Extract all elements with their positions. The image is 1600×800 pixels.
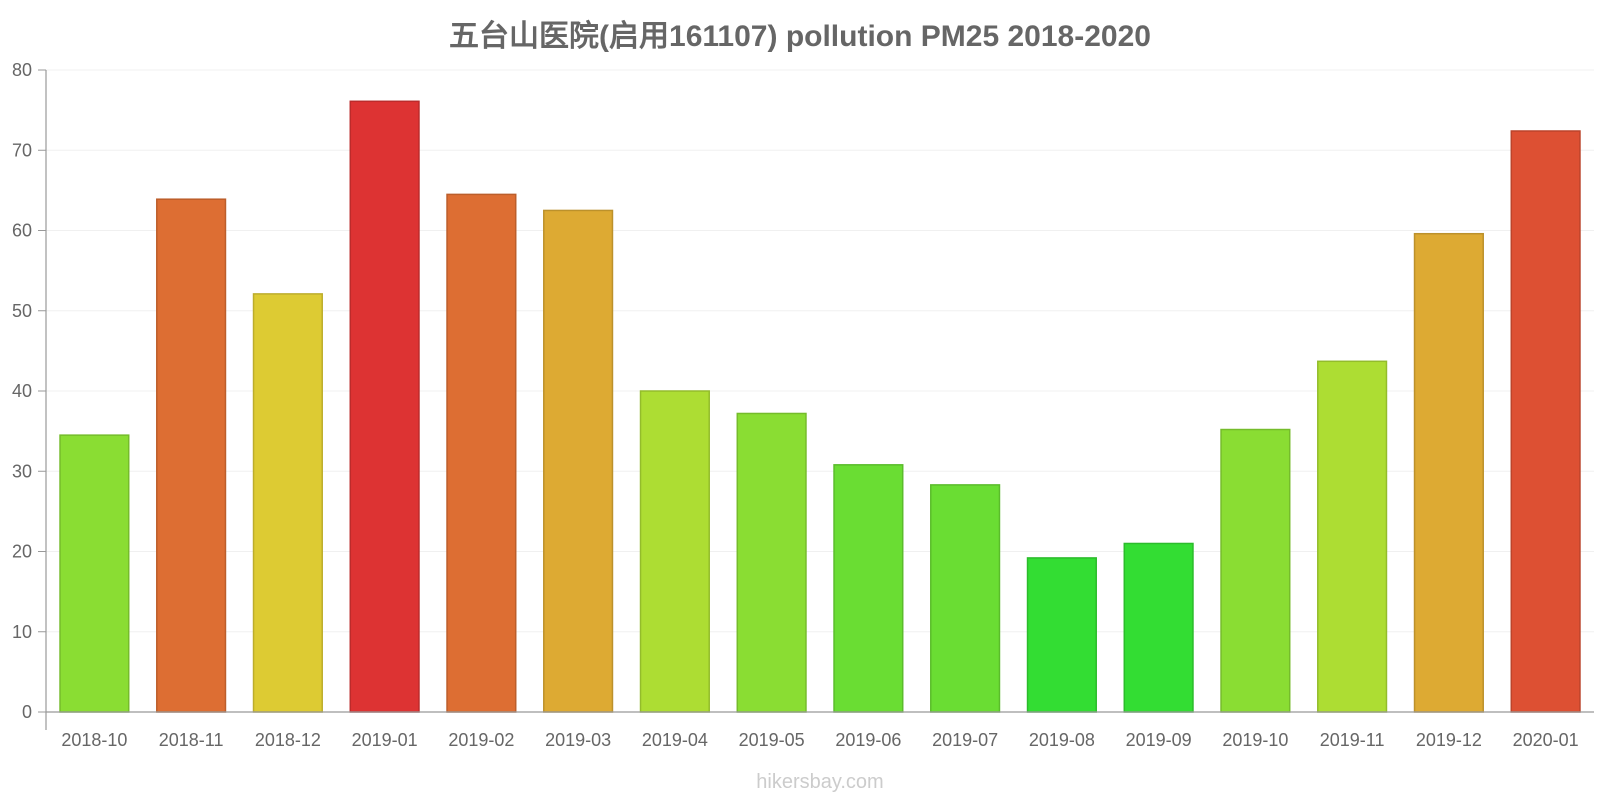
y-tick-label-60: 60: [12, 221, 32, 241]
bar-2019-12[interactable]: [1413, 232, 1484, 713]
y-tick-label-20: 20: [12, 542, 32, 562]
bar-2019-07[interactable]: [930, 484, 1001, 713]
x-tick-label-2018-12: 2018-12: [255, 730, 321, 750]
bar-2019-11[interactable]: [1317, 360, 1388, 713]
bar-2019-08[interactable]: [1026, 557, 1097, 713]
bar-2019-09[interactable]: [1123, 542, 1194, 713]
x-tick-label-2019-04: 2019-04: [642, 730, 708, 750]
y-tick-label-80: 80: [12, 60, 32, 80]
x-tick-labels: 2018-10 2018-11 2018-12 2019-01 2019-02 2019-…: [61, 730, 1578, 750]
bar-2019-04[interactable]: [639, 390, 710, 713]
bar-2018-10[interactable]: [59, 434, 130, 713]
y-tick-label-40: 40: [12, 381, 32, 401]
y-tick-label-10: 10: [12, 622, 32, 642]
bar-2018-11[interactable]: [156, 198, 227, 713]
x-tick-label-2019-05: 2019-05: [739, 730, 805, 750]
x-tick-label-2019-12: 2019-12: [1416, 730, 1482, 750]
bar-2019-02[interactable]: [446, 193, 517, 713]
bar-2020-01[interactable]: [1510, 130, 1581, 713]
y-tick-label-70: 70: [12, 140, 32, 160]
y-tick-label-30: 30: [12, 461, 32, 481]
watermark: hikersbay.com: [756, 771, 883, 793]
bar-2019-03[interactable]: [543, 209, 614, 713]
bar-2019-01[interactable]: [349, 100, 420, 713]
bar-2019-05[interactable]: [736, 412, 807, 713]
y-tick-label-50: 50: [12, 301, 32, 321]
x-tick-label-2019-06: 2019-06: [835, 730, 901, 750]
y-tick-label-0: 0: [22, 702, 32, 722]
bar-2018-12[interactable]: [252, 293, 323, 713]
x-tick-label-2019-10: 2019-10: [1222, 730, 1288, 750]
bar-2019-06[interactable]: [833, 464, 904, 713]
x-tick-label-2019-02: 2019-02: [448, 730, 514, 750]
x-tick-label-2019-01: 2019-01: [352, 730, 418, 750]
x-tick-label-2019-09: 2019-09: [1126, 730, 1192, 750]
x-tick-label-2019-11: 2019-11: [1320, 730, 1385, 750]
x-tick-label-2020-01: 2020-01: [1513, 730, 1579, 750]
chart-title: 五台山医院(启用161107) pollution PM25 2018-2020: [449, 19, 1151, 53]
x-tick-label-2019-07: 2019-07: [932, 730, 998, 750]
x-tick-label-2018-10: 2018-10: [61, 730, 127, 750]
bars: [59, 100, 1581, 713]
x-tick-label-2018-11: 2018-11: [159, 730, 224, 750]
y-tick-labels: 0 10 20 30 40 50 60 70 80: [12, 60, 46, 722]
x-tick-label-2019-08: 2019-08: [1029, 730, 1095, 750]
bar-2019-10[interactable]: [1220, 428, 1291, 713]
x-tick-label-2019-03: 2019-03: [545, 730, 611, 750]
axes: [45, 70, 1594, 730]
